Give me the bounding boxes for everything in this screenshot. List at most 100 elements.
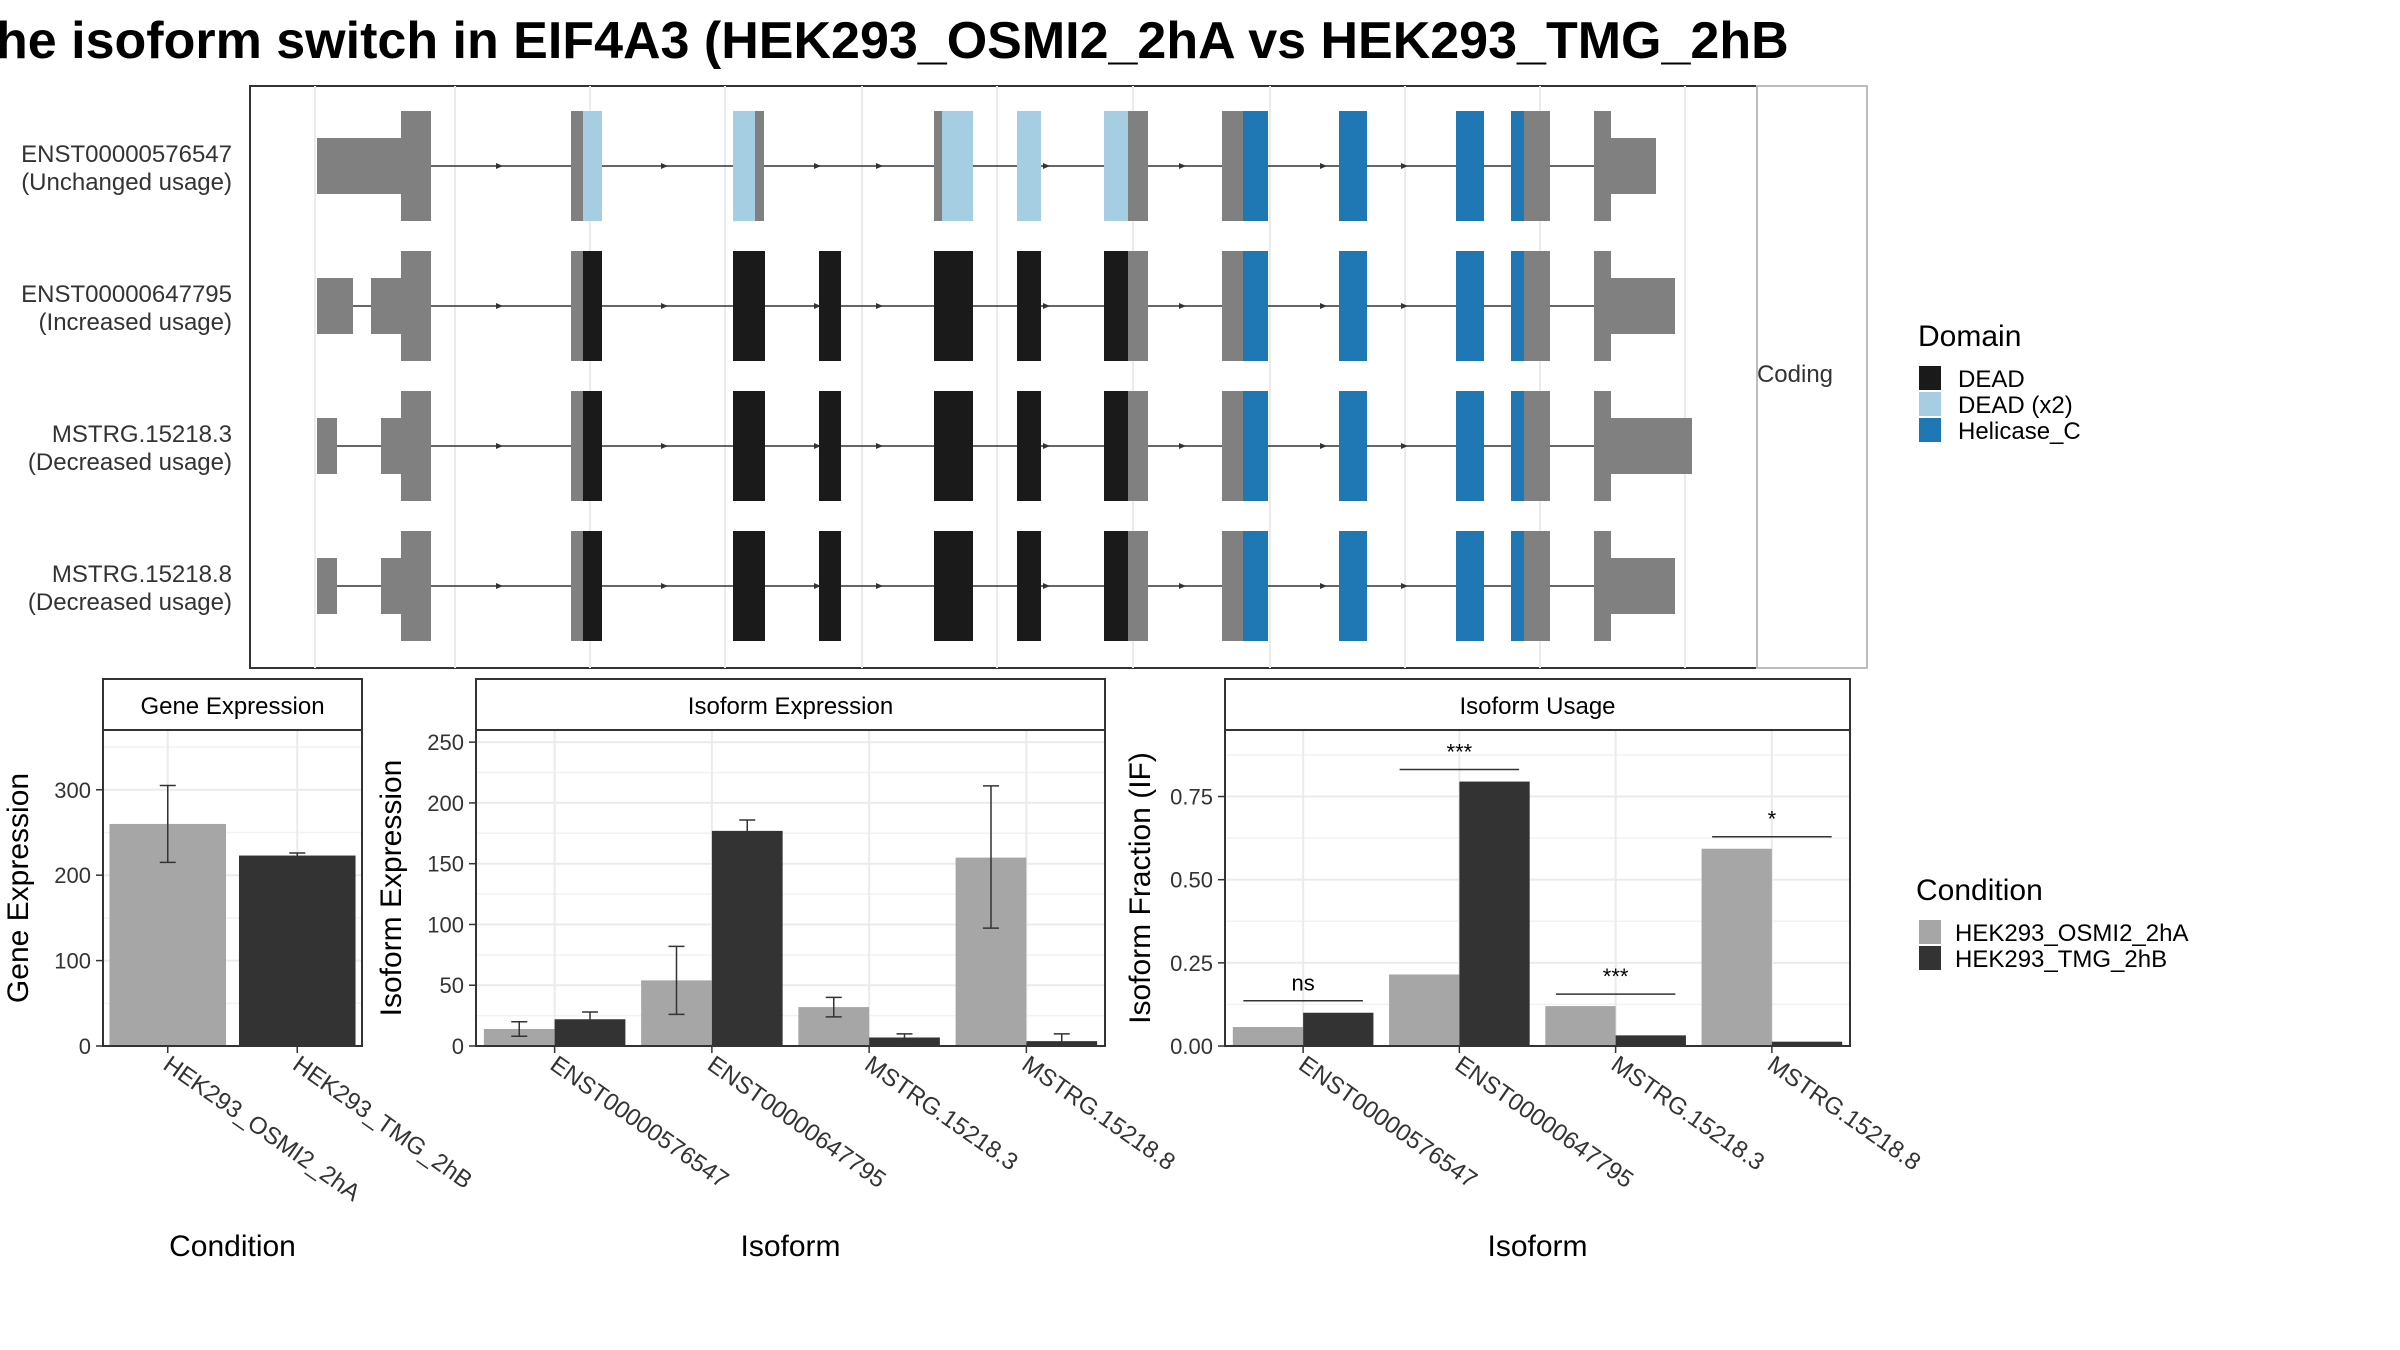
dead-domain-1 bbox=[583, 111, 602, 221]
transcript-row-1 bbox=[317, 251, 1675, 361]
condition-legend: Condition HEK293_OSMI2_2hA HEK293_TMG_2h… bbox=[1916, 874, 2188, 973]
last-exon-coding bbox=[1594, 391, 1611, 501]
domain-legend-label-helicase: Helicase_C bbox=[1958, 418, 2081, 445]
panel-strip bbox=[1224, 678, 1851, 731]
transcript-id-label: ENST00000576547 bbox=[21, 141, 232, 168]
bar bbox=[1615, 1035, 1686, 1046]
helicase-domain-10 bbox=[1339, 531, 1367, 641]
bar bbox=[1303, 1012, 1374, 1046]
bar bbox=[1459, 781, 1530, 1046]
isoform-expression-chart: Isoform Expression050100150200250ENST000… bbox=[375, 678, 1180, 1263]
last-exon-utr bbox=[1611, 278, 1675, 334]
significance-label: *** bbox=[1603, 964, 1629, 989]
utr-segment-8 bbox=[1222, 391, 1243, 501]
dead-domain-5 bbox=[1017, 531, 1041, 641]
panel-title: Isoform Usage bbox=[1459, 693, 1615, 720]
helicase-domain-11 bbox=[1456, 531, 1484, 641]
utr-segment-13 bbox=[1524, 531, 1550, 641]
intron-arrow-5 bbox=[1179, 443, 1186, 449]
y-tick-label: 0.00 bbox=[1170, 1034, 1213, 1059]
utr-segment-0 bbox=[571, 111, 583, 221]
dead-domain-5 bbox=[1017, 391, 1041, 501]
dead-domain-5 bbox=[1017, 251, 1041, 361]
figure-title: he isoform switch in EIF4A3 (HEK293_OSMI… bbox=[0, 12, 1789, 70]
significance-label: * bbox=[1768, 807, 1777, 832]
y-tick-label: 0.25 bbox=[1170, 951, 1213, 976]
helicase-domain-10 bbox=[1243, 111, 1268, 221]
dead-domain-2 bbox=[733, 111, 755, 221]
isoform-usage-chart: Isoform Usage0.000.250.500.75ns*******EN… bbox=[1124, 678, 1925, 1263]
helicase-domain-11 bbox=[1456, 251, 1484, 361]
utr-exon-0 bbox=[317, 418, 337, 474]
bar bbox=[1389, 974, 1460, 1046]
utr-segment-13 bbox=[1524, 391, 1550, 501]
intron-arrow-6 bbox=[1320, 443, 1327, 449]
intron-arrow-6 bbox=[1320, 163, 1327, 169]
bar bbox=[483, 1028, 555, 1046]
transcript-id-label: MSTRG.15218.3 bbox=[52, 421, 232, 448]
transcript-structure-panel: ENST00000576547(Unchanged usage) ENST0000… bbox=[21, 85, 1868, 669]
x-tick-label: MSTRG.15218.3 bbox=[1606, 1051, 1769, 1176]
dead-domain-4 bbox=[934, 391, 973, 501]
dead-domain-4 bbox=[934, 531, 973, 641]
y-axis-title: Isoform Expression bbox=[375, 760, 408, 1017]
dead-domain-6 bbox=[1104, 531, 1128, 641]
intron-arrow-3 bbox=[876, 303, 883, 309]
dead-domain-3 bbox=[819, 531, 841, 641]
helicase-domain-12 bbox=[1456, 111, 1484, 221]
y-tick-label: 50 bbox=[440, 973, 464, 998]
helicase-domain-13 bbox=[1511, 111, 1524, 221]
utr-segment-8 bbox=[1222, 531, 1243, 641]
utr-segment-8 bbox=[1128, 111, 1148, 221]
utr-exon bbox=[317, 138, 401, 194]
helicase-domain-9 bbox=[1243, 391, 1268, 501]
dead-domain-1 bbox=[583, 251, 602, 361]
y-tick-label: 0 bbox=[79, 1034, 91, 1059]
y-axis-title: Gene Expression bbox=[2, 773, 35, 1003]
dead-domain-3 bbox=[819, 251, 841, 361]
helicase-domain-10 bbox=[1339, 391, 1367, 501]
helicase-domain-12 bbox=[1511, 391, 1524, 501]
transcript-row-3 bbox=[317, 531, 1675, 641]
domain-legend-title: Domain bbox=[1918, 320, 2021, 353]
utr-exon-1 bbox=[371, 278, 401, 334]
bar bbox=[1232, 1027, 1304, 1046]
utr-segment-7 bbox=[1128, 391, 1148, 501]
dead-domain-7 bbox=[1104, 111, 1128, 221]
intron-arrow-3 bbox=[876, 163, 883, 169]
transcript-row-2 bbox=[317, 391, 1692, 501]
transcript-id-label: ENST00000647795 bbox=[21, 281, 232, 308]
x-axis-title: Isoform bbox=[1487, 1230, 1587, 1263]
last-exon-coding bbox=[1594, 111, 1611, 221]
intron-arrow-4 bbox=[1043, 303, 1050, 309]
panel-title: Isoform Expression bbox=[688, 693, 893, 720]
significance-label: *** bbox=[1447, 740, 1473, 765]
bar bbox=[238, 855, 356, 1046]
transcript-row-0 bbox=[317, 111, 1656, 221]
y-tick-label: 0.75 bbox=[1170, 785, 1213, 810]
last-exon-utr bbox=[1611, 138, 1656, 194]
utr-segment-7 bbox=[1128, 251, 1148, 361]
bar bbox=[711, 830, 783, 1046]
condition-legend-label-tmg: HEK293_TMG_2hB bbox=[1955, 946, 2167, 973]
condition-legend-key-osmi bbox=[1919, 920, 1941, 944]
intron-arrow-2 bbox=[814, 303, 821, 309]
utr-segment-13 bbox=[1524, 251, 1550, 361]
intron-arrow-6 bbox=[1320, 583, 1327, 589]
intron-arrow-0 bbox=[496, 443, 503, 449]
utr-exon-1 bbox=[381, 558, 401, 614]
y-tick-label: 200 bbox=[427, 791, 464, 816]
utr-segment-0 bbox=[571, 251, 583, 361]
intron-arrow-2 bbox=[814, 443, 821, 449]
intron-arrow-1 bbox=[661, 163, 668, 169]
dead-domain-4 bbox=[934, 251, 973, 361]
utr-exon-0 bbox=[317, 558, 337, 614]
intron-arrow-6 bbox=[1320, 303, 1327, 309]
intron-arrow-0 bbox=[496, 583, 503, 589]
intron-arrow-1 bbox=[661, 443, 668, 449]
y-tick-label: 150 bbox=[427, 852, 464, 877]
utr-exon-0 bbox=[317, 278, 353, 334]
helicase-domain-12 bbox=[1511, 531, 1524, 641]
transcript-usage-label: (Unchanged usage) bbox=[21, 169, 232, 196]
